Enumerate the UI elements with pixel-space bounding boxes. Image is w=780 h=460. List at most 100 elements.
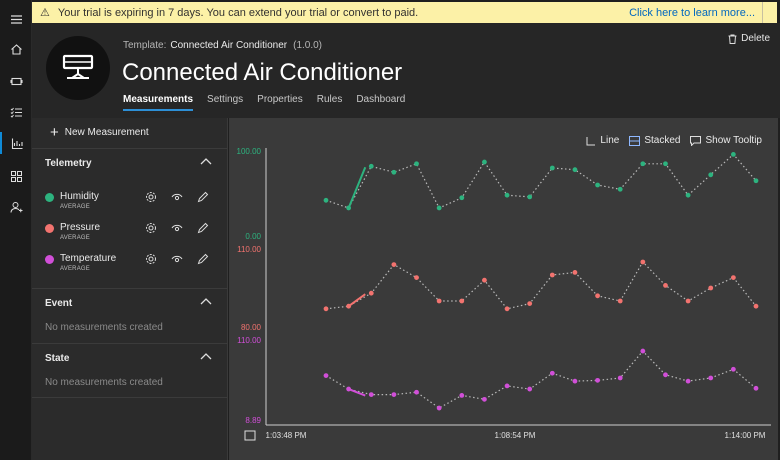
humidity-point [663, 161, 668, 167]
state-section: State No measurements created [32, 343, 228, 398]
humidity-point [482, 159, 487, 165]
humidity-point [685, 192, 691, 198]
left-rail [0, 0, 32, 460]
warning-icon: ⚠ [40, 7, 50, 19]
measurement-aggregation: AVERAGE [60, 204, 90, 210]
telemetry-chart[interactable]: 1:03:48 PM 1:08:54 PM 1:14:00 PM 100.00 0.00… [229, 118, 778, 460]
chevron-up-icon[interactable] [200, 352, 212, 360]
delete-button[interactable]: Delete [728, 33, 770, 44]
event-section: Event No measurements created [32, 288, 228, 343]
trash-icon [728, 34, 737, 44]
pressure-point [527, 301, 533, 306]
measurement-aggregation: AVERAGE [60, 266, 90, 272]
gear-icon[interactable] [145, 222, 157, 234]
state-heading: State [45, 353, 70, 364]
line-label: Line [600, 135, 620, 146]
menu-icon[interactable] [0, 8, 32, 30]
temperature-point [527, 386, 533, 392]
device-header: Template: Connected Air Conditioner (1.0.0… [32, 23, 780, 118]
pressure-highlight-segment [348, 293, 366, 308]
humidity-point [323, 197, 329, 203]
humidity-point [572, 167, 578, 173]
tab-dashboard[interactable]: Dashboard [356, 94, 406, 105]
plus-icon: + [50, 123, 59, 141]
stacked-label: Stacked [644, 135, 681, 146]
chevron-up-icon[interactable] [200, 297, 212, 305]
temperature-point [414, 389, 419, 395]
x-tick-label: 1:14:00 PM [725, 431, 766, 440]
gear-icon[interactable] [145, 253, 157, 265]
temperature-point [459, 392, 465, 398]
eye-icon[interactable] [171, 253, 183, 265]
stacked-view-button[interactable]: Stacked [629, 135, 680, 146]
pressure-point [595, 293, 600, 299]
x-tick-label: 1:08:54 PM [495, 431, 536, 440]
analytics-icon[interactable] [0, 132, 32, 154]
pencil-icon[interactable] [197, 191, 209, 203]
tab-properties[interactable]: Properties [257, 94, 303, 105]
template-name[interactable]: Connected Air Conditioner [170, 40, 288, 51]
temperature-point [391, 392, 397, 397]
event-heading: Event [45, 298, 73, 309]
state-empty-text: No measurements created [45, 377, 163, 388]
measurements-panel: + New Measurement Telemetry Humidity AVE… [32, 118, 228, 460]
calendar-icon[interactable] [244, 430, 256, 441]
temperature-color-dot [45, 255, 54, 264]
humidity-point [730, 152, 736, 157]
line-view-button[interactable]: Line [586, 135, 619, 146]
new-measurement-label: New Measurement [64, 127, 149, 138]
trial-message: Your trial is expiring in 7 days. You ca… [57, 6, 419, 19]
pressure-color-dot [45, 224, 54, 233]
tab-rules[interactable]: Rules [316, 94, 343, 105]
pressure-point [549, 272, 555, 278]
telemetry-section: Telemetry Humidity AVERAGE Pressure AVER… [32, 148, 228, 288]
user-icon[interactable] [0, 196, 32, 218]
pressure-y-max-label: 110.00 [237, 245, 261, 254]
measurement-name: Temperature [60, 253, 117, 264]
humidity-point [436, 205, 442, 211]
temperature-series-line [325, 350, 757, 409]
measurement-humidity: Humidity AVERAGE [45, 188, 220, 218]
pencil-icon[interactable] [197, 222, 209, 234]
pressure-point [482, 277, 487, 283]
rules-icon[interactable] [0, 101, 32, 123]
pressure-point [730, 275, 736, 280]
gear-icon[interactable] [145, 191, 157, 203]
stacked-chart-icon [629, 135, 641, 146]
eye-icon[interactable] [171, 191, 183, 203]
devices-icon[interactable] [0, 70, 32, 92]
measurement-name: Humidity [60, 191, 99, 202]
show-tooltip-button[interactable]: Show Tooltip [690, 135, 762, 146]
humidity-y-min-label: 0.00 [245, 232, 261, 241]
measurement-temperature: Temperature AVERAGE [45, 250, 220, 280]
tooltip-label: Show Tooltip [705, 135, 762, 146]
new-measurement-button[interactable]: + New Measurement [50, 123, 149, 141]
humidity-point [617, 186, 623, 192]
humidity-point [346, 205, 352, 211]
learn-more-link[interactable]: Click here to learn more... [629, 6, 755, 19]
humidity-point [527, 194, 533, 200]
delete-label: Delete [741, 33, 770, 44]
x-tick-label: 1:03:48 PM [266, 431, 307, 440]
humidity-point [504, 192, 510, 198]
dashboard-icon[interactable] [0, 165, 32, 187]
pressure-point [685, 298, 691, 304]
tab-measurements[interactable]: Measurements [123, 94, 194, 111]
home-icon[interactable] [0, 38, 32, 60]
eye-icon[interactable] [171, 222, 183, 234]
humidity-point [753, 178, 759, 184]
temperature-point [708, 375, 714, 381]
tab-settings[interactable]: Settings [207, 94, 244, 105]
temperature-highlight-segment [348, 388, 366, 397]
pressure-point [436, 298, 442, 304]
humidity-color-dot [45, 193, 54, 202]
temperature-point [368, 392, 374, 397]
pencil-icon[interactable] [197, 253, 209, 265]
event-empty-text: No measurements created [45, 322, 163, 333]
chart-toolbar: Line Stacked Show Tooltip [586, 135, 762, 146]
pressure-point [368, 290, 374, 296]
chevron-up-icon[interactable] [200, 157, 212, 165]
pressure-y-min-label: 80.00 [241, 323, 262, 332]
humidity-point [640, 161, 646, 167]
